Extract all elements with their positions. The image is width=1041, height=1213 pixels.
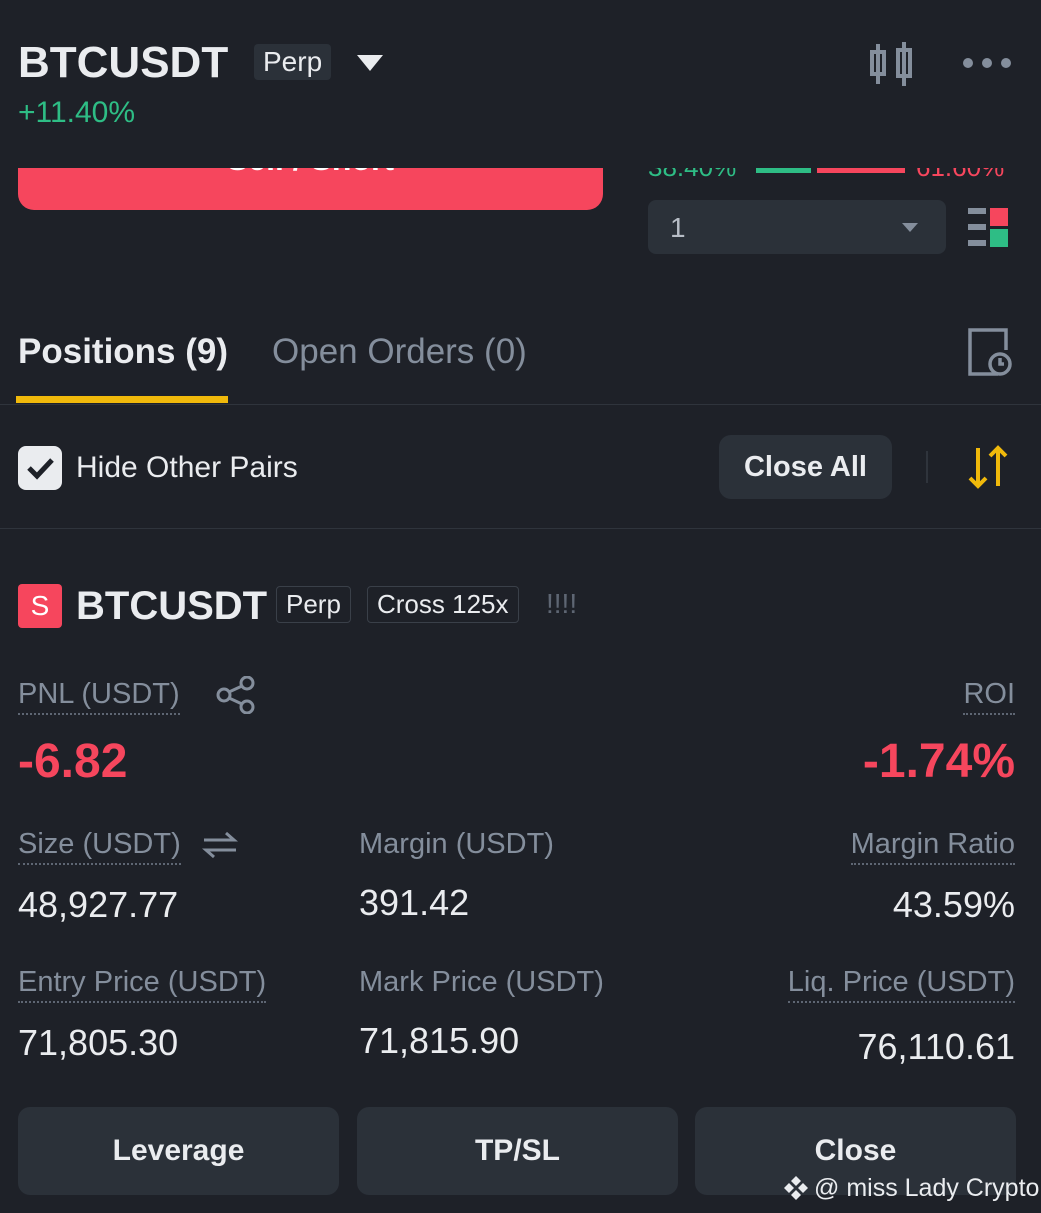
perp-badge: Perp: [276, 586, 351, 623]
open-orders-tab[interactable]: Open Orders (0): [272, 332, 527, 371]
margin-ratio-value: 43.59%: [892, 884, 1015, 925]
tpsl-button[interactable]: TP/SL: [357, 1107, 678, 1195]
ratio-bar-buy: [756, 168, 811, 173]
hide-pairs-label[interactable]: Hide Other Pairs: [76, 451, 298, 484]
more-icon[interactable]: [962, 57, 1012, 69]
close-button[interactable]: Close: [695, 1107, 1016, 1195]
divider: [0, 528, 1041, 529]
margin-mode: Cross 125x: [367, 586, 519, 623]
mark-label: Mark Price (USDT): [359, 966, 604, 998]
entry-label: Entry Price (USDT): [18, 966, 267, 1003]
margin-ratio-label: Margin Ratio: [850, 828, 1015, 865]
divider: [0, 404, 1041, 405]
swap-icon[interactable]: [202, 830, 238, 860]
ratio-bar-sell: [817, 168, 905, 173]
roi-label: ROI: [963, 678, 1015, 715]
mark-value: 71,815.90: [359, 1020, 520, 1061]
order-panel: Sell / Short 38.40% 61.60% 1: [0, 168, 1041, 278]
roi-value: -1.74%: [862, 735, 1015, 788]
sort-icon[interactable]: [966, 444, 1010, 490]
position-symbol: BTCUSDT: [76, 584, 268, 628]
pnl-value: -6.82: [18, 735, 128, 788]
perp-badge: Perp: [254, 44, 332, 80]
price-change: +11.40%: [18, 96, 136, 129]
checkbox[interactable]: [18, 446, 62, 490]
close-all-button[interactable]: Close All: [719, 435, 892, 499]
select-arrow: [902, 223, 918, 232]
quantity-select[interactable]: [648, 200, 946, 254]
chart-icon[interactable]: [868, 40, 914, 88]
watermark: @ miss Lady Crypto: [814, 1174, 1040, 1202]
sell-ratio: 61.60%: [916, 168, 1004, 183]
share-icon[interactable]: [216, 676, 256, 714]
side-badge: S: [18, 584, 62, 628]
history-icon[interactable]: [966, 326, 1014, 378]
size-label: Size (USDT): [18, 828, 181, 865]
watermark-logo: [784, 1176, 808, 1200]
risk-indicator: !!!!: [546, 588, 578, 619]
liq-label: Liq. Price (USDT): [787, 966, 1015, 1003]
size-value: 48,927.77: [18, 884, 179, 925]
pnl-label: PNL (USDT): [18, 678, 180, 715]
buy-ratio: 38.40%: [648, 168, 736, 183]
margin-value: 391.42: [359, 882, 470, 923]
leverage-button[interactable]: Leverage: [18, 1107, 339, 1195]
margin-label: Margin (USDT): [359, 828, 554, 860]
tab-indicator: [16, 396, 228, 403]
dropdown-arrow[interactable]: [357, 55, 383, 73]
liq-value: 76,110.61: [857, 1026, 1015, 1067]
positions-tab[interactable]: Positions (9): [18, 332, 229, 371]
quantity: 1: [670, 212, 686, 243]
book-icon[interactable]: [968, 208, 1010, 248]
entry-value: 71,805.30: [18, 1022, 179, 1063]
sell-button[interactable]: Sell / Short: [18, 168, 603, 210]
separator: [926, 451, 928, 483]
symbol[interactable]: BTCUSDT: [18, 38, 229, 87]
